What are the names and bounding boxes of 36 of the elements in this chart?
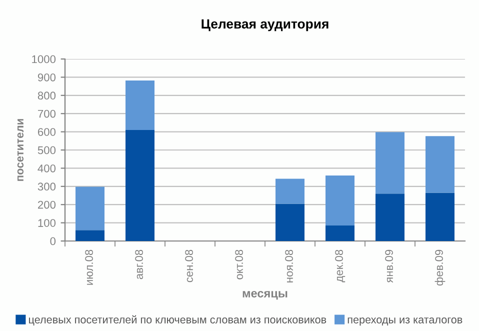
y-tick-label: 400 bbox=[38, 164, 56, 172]
bar bbox=[126, 80, 154, 130]
bar bbox=[326, 175, 354, 226]
y-tick-label: 100 bbox=[38, 219, 56, 227]
legend-label: переходы из каталогов bbox=[348, 318, 462, 326]
bar bbox=[376, 132, 404, 194]
bar bbox=[326, 226, 354, 241]
y-tick-label: 1000 bbox=[32, 55, 56, 64]
y-tick-label: 600 bbox=[38, 128, 56, 136]
chart-title: Целевая аудитория bbox=[202, 19, 328, 32]
bar bbox=[376, 194, 404, 241]
legend-label: целевых посетителей по ключевым словам из поисковиков bbox=[29, 315, 326, 326]
bar bbox=[426, 136, 454, 193]
x-axis-title: месяцы bbox=[242, 290, 288, 300]
x-tick-label: дек.08 bbox=[335, 250, 346, 282]
bar bbox=[276, 178, 304, 204]
bar bbox=[76, 230, 104, 241]
y-tick-label: 0 bbox=[50, 237, 56, 246]
x-tick-label: янв.09 bbox=[385, 250, 393, 283]
bar bbox=[76, 186, 104, 230]
bar bbox=[276, 204, 304, 241]
y-tick-label: 700 bbox=[38, 110, 56, 118]
x-tick-label: сен.08 bbox=[185, 250, 193, 282]
bar bbox=[126, 130, 154, 241]
x-tick-label: окт.08 bbox=[235, 250, 243, 280]
x-tick-label: ноя.08 bbox=[285, 250, 293, 282]
y-tick-label: 200 bbox=[38, 200, 56, 209]
x-tick-label: авг.08 bbox=[135, 250, 143, 280]
y-tick-label: 800 bbox=[38, 92, 56, 100]
bar bbox=[426, 192, 454, 241]
y-tick-label: 500 bbox=[38, 146, 56, 154]
y-tick-label: 300 bbox=[38, 182, 56, 191]
y-axis-title: посетители bbox=[17, 119, 24, 181]
x-tick-label: фев.09 bbox=[434, 250, 446, 286]
y-tick-label: 900 bbox=[38, 73, 56, 82]
x-tick-label: июл.08 bbox=[85, 250, 93, 285]
